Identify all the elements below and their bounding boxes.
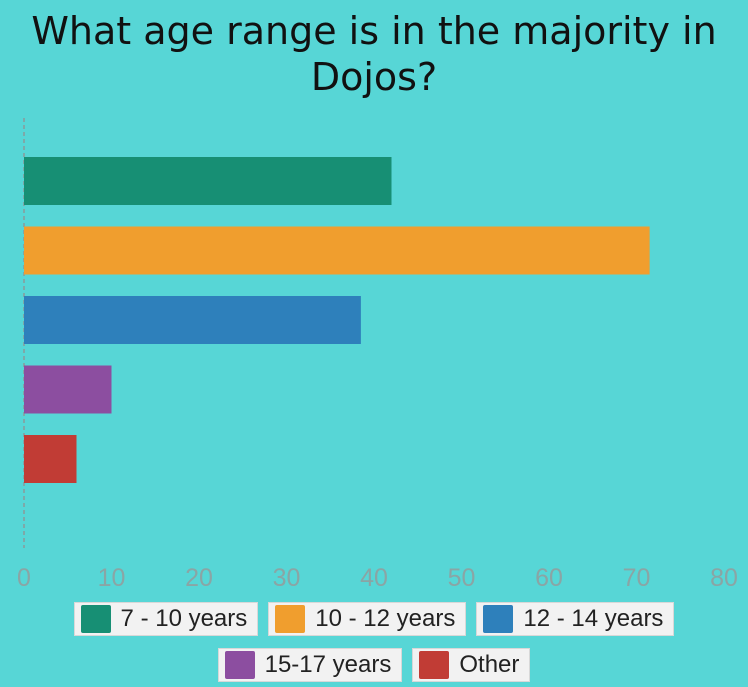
legend-item-7-10-years[interactable]: 7 - 10 years [73,602,259,636]
legend-swatch [80,605,111,633]
legend-label: 15-17 years [264,651,392,678]
x-tick-label: 40 [360,564,388,592]
bar-4[interactable] [24,435,77,483]
legend-row-2: 15-17 years Other [0,648,748,682]
legend-swatch [275,605,306,633]
legend-label: 7 - 10 years [120,605,248,632]
x-tick-label: 60 [535,564,563,592]
x-tick-label: 50 [448,564,476,592]
bar-2[interactable] [24,296,361,344]
legend-item-other[interactable]: Other [412,648,531,682]
bar-3[interactable] [24,365,112,414]
bar-chart: 0 10 20 30 40 50 60 70 80 [17,118,738,592]
bar-0[interactable] [24,157,392,205]
x-tick-label: 10 [98,564,126,592]
x-tick-label: 30 [273,564,301,592]
x-tick-label: 0 [17,564,31,592]
legend-label: Other [459,651,520,678]
legend-swatch [483,605,514,633]
bar-1[interactable] [24,226,650,275]
legend-label: 12 - 14 years [523,605,664,632]
legend-item-15-17-years[interactable]: 15-17 years [217,648,403,682]
legend-swatch [224,651,255,679]
legend-label: 10 - 12 years [315,605,456,632]
legend-swatch [419,651,450,679]
legend-row-1: 7 - 10 years 10 - 12 years 12 - 14 years [0,602,748,636]
x-tick-label: 80 [710,564,738,592]
chart-title: What age range is in the majority in Doj… [31,9,717,99]
x-tick-label: 70 [623,564,651,592]
legend-item-10-12-years[interactable]: 10 - 12 years [268,602,467,636]
x-tick-label: 20 [185,564,213,592]
legend-item-12-14-years[interactable]: 12 - 14 years [476,602,675,636]
